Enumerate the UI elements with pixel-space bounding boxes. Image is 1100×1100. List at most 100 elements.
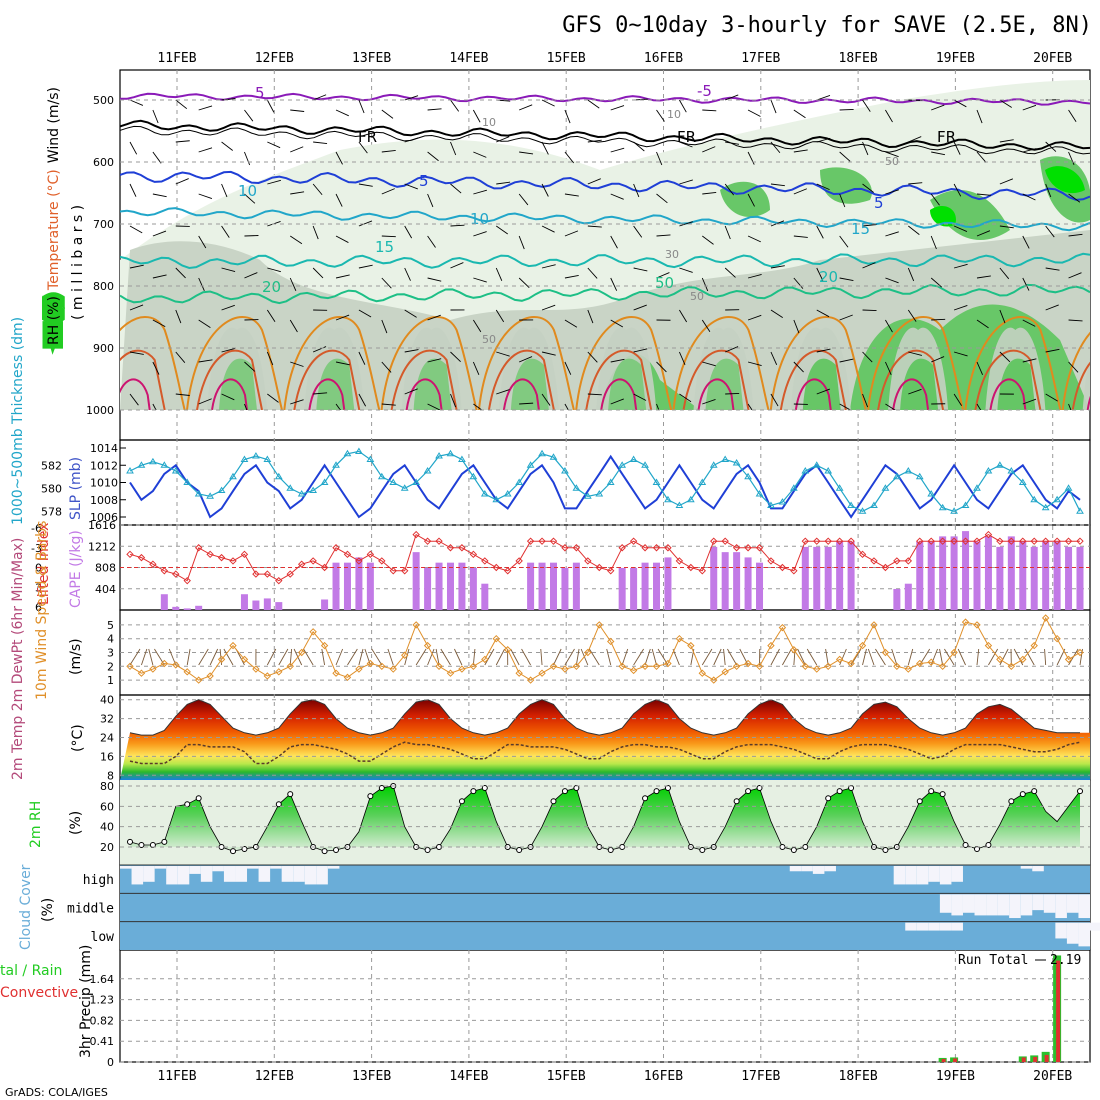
upper-wind-barb bbox=[999, 99, 1012, 108]
upper-wind-barb bbox=[541, 99, 555, 107]
run-total-value: 2.19 bbox=[1050, 953, 1081, 968]
chart-title: GFS 0~10day 3-hourly for SAVE (2.5E, 8N) bbox=[562, 13, 1092, 38]
rh-point bbox=[1008, 798, 1015, 805]
thickness-point bbox=[343, 449, 352, 457]
contour-label: 10 bbox=[238, 182, 257, 200]
wind-point bbox=[664, 659, 672, 668]
run-total-label: Run Total bbox=[958, 953, 1028, 968]
cape-bar bbox=[1019, 541, 1027, 610]
thickness-point bbox=[641, 461, 649, 468]
cloud-clear-low bbox=[1055, 922, 1067, 939]
li-point bbox=[996, 537, 1004, 545]
wind-point bbox=[629, 666, 638, 675]
precip-convective-bar bbox=[953, 1058, 958, 1062]
rh-point bbox=[653, 788, 660, 795]
cloud-clear-high bbox=[258, 866, 271, 882]
cape-bar bbox=[744, 557, 752, 610]
upper-wind-barb bbox=[885, 231, 899, 237]
rh-point bbox=[241, 846, 248, 853]
upper-wind-barb bbox=[358, 264, 373, 269]
date-label-top: 13FEB bbox=[352, 51, 391, 66]
thickness-point bbox=[263, 455, 272, 462]
thickness-point bbox=[389, 478, 398, 485]
upper-wind-barb bbox=[564, 361, 572, 375]
rh-point bbox=[939, 791, 946, 798]
contour-label: 10 bbox=[667, 108, 681, 121]
cloud-clear-high bbox=[212, 866, 224, 872]
temp-series-line bbox=[129, 699, 1080, 736]
cloud-clear-high bbox=[789, 866, 802, 872]
contour-label: 50 bbox=[482, 333, 496, 346]
wind-point bbox=[973, 621, 981, 629]
wind-point bbox=[996, 655, 1004, 664]
rh-point bbox=[619, 844, 626, 850]
wind-point bbox=[526, 676, 535, 684]
upper-wind-barb bbox=[198, 193, 213, 200]
upper-wind-barb bbox=[839, 358, 854, 363]
thickness-point bbox=[206, 492, 215, 499]
cloud-clear-high bbox=[928, 866, 940, 882]
rh-shade-1 bbox=[120, 230, 1090, 410]
contour-label: 15 bbox=[851, 220, 870, 238]
upper-wind-barb bbox=[335, 235, 349, 243]
li-point bbox=[652, 544, 661, 552]
upper-wind-barb bbox=[793, 109, 806, 119]
wind-point bbox=[435, 662, 443, 671]
thickness-point bbox=[274, 472, 283, 480]
li-point bbox=[1064, 537, 1073, 545]
contour-label: 20 bbox=[819, 268, 838, 286]
thickness-point bbox=[835, 484, 844, 491]
upper-wind-barb bbox=[747, 274, 762, 279]
wind-barb bbox=[303, 648, 314, 666]
date-label-top: 12FEB bbox=[255, 51, 294, 66]
wind-point bbox=[790, 646, 798, 654]
isotherm-minus5 bbox=[120, 92, 1090, 106]
contour-label: 15 bbox=[375, 238, 394, 256]
upper-wind-barb bbox=[358, 99, 365, 114]
wind-point bbox=[1064, 655, 1073, 664]
thickness-point bbox=[984, 467, 993, 474]
upper-wind-barb bbox=[313, 141, 328, 145]
upper-wind-barb bbox=[862, 224, 877, 227]
upper-wind-barb bbox=[587, 267, 598, 279]
upper-wind-barb bbox=[221, 267, 236, 273]
wind-barb bbox=[553, 648, 562, 666]
upper-wind-barb bbox=[1022, 193, 1036, 201]
upper-wind-barb bbox=[473, 277, 487, 283]
rh-point bbox=[1077, 788, 1083, 795]
cape-bar bbox=[424, 567, 432, 610]
cloud-clear-low bbox=[916, 922, 929, 931]
upper-wind-barb bbox=[1022, 104, 1037, 111]
wind-ylabel: 10m Wind Speed & Barbs bbox=[34, 521, 50, 700]
upper-wind-barb bbox=[587, 178, 601, 185]
wind-barb bbox=[875, 648, 886, 666]
upper-wind-barb bbox=[221, 225, 230, 238]
thickness-point bbox=[355, 447, 363, 454]
thickness-point bbox=[538, 449, 546, 457]
wind-point bbox=[538, 669, 546, 677]
upper-wind-barb bbox=[610, 319, 624, 328]
cape-bar bbox=[458, 562, 466, 610]
upper-wind-barb bbox=[244, 193, 256, 204]
upper-wind-barb bbox=[312, 225, 319, 240]
li-point bbox=[595, 563, 603, 572]
upper-wind-barb bbox=[908, 351, 922, 356]
isotherm-30 bbox=[120, 349, 166, 410]
cape-bar bbox=[572, 562, 580, 610]
upper-wind-barb bbox=[358, 351, 366, 365]
thickness-point bbox=[583, 492, 592, 499]
wind-point bbox=[618, 662, 626, 671]
upper-wind-barb bbox=[290, 146, 304, 153]
upper-wind-barb bbox=[152, 230, 167, 237]
upper-wind-barb bbox=[427, 108, 442, 111]
upper-wind-barb bbox=[793, 188, 807, 195]
thickness-point bbox=[515, 478, 524, 485]
upper-wind-barb bbox=[656, 272, 670, 279]
li-point bbox=[629, 537, 638, 545]
wind-point bbox=[400, 651, 409, 659]
wind-point bbox=[172, 661, 180, 669]
upper-wind-barb bbox=[907, 267, 915, 282]
cape-bar bbox=[538, 562, 546, 610]
upper-wind-barb bbox=[496, 225, 508, 235]
wind-point bbox=[126, 662, 134, 671]
